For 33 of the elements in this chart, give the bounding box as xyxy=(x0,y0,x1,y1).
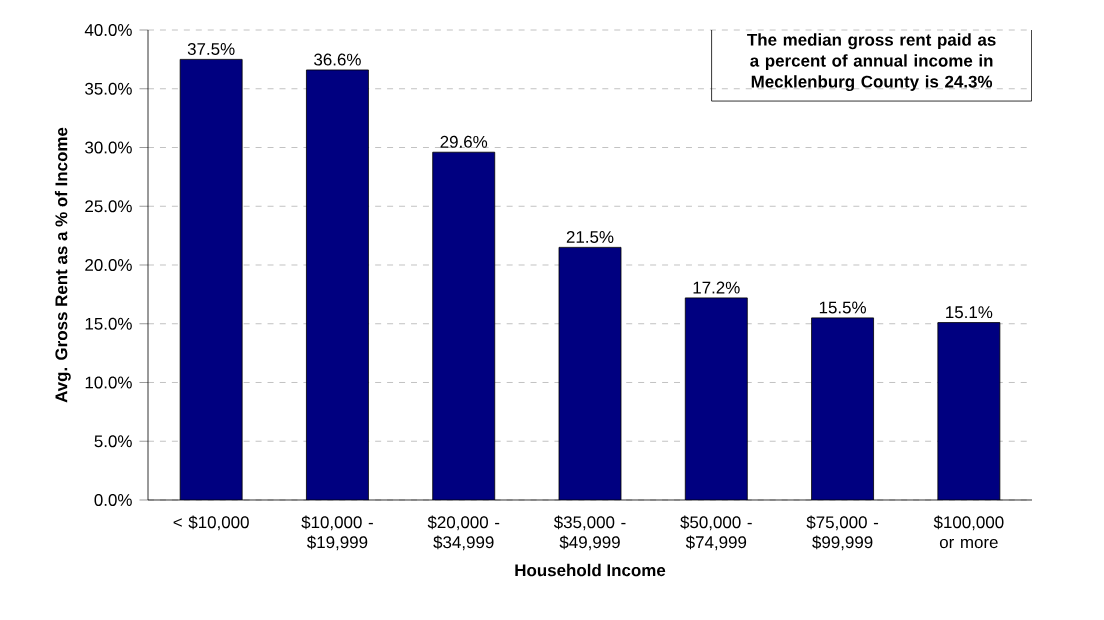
bar xyxy=(685,297,748,500)
x-tick-label: $75,000 - $99,999 xyxy=(806,515,879,551)
data-label: 36.6% xyxy=(314,53,361,66)
bar xyxy=(180,59,243,500)
y-tick-label: 30.0% xyxy=(85,141,132,154)
data-label: 15.5% xyxy=(819,301,866,314)
x-tick-label: < $10,000 xyxy=(173,515,249,531)
y-tick-label: 0.0% xyxy=(94,494,132,506)
data-label: 15.1% xyxy=(946,306,993,319)
annotation: The median gross rent paid as a percent of annual income in Mecklenburg County is 24.3% xyxy=(747,33,996,92)
y-tick-label: 5.0% xyxy=(94,435,132,448)
x-axis-title: Household Income xyxy=(515,563,666,577)
y-tick-label: 25.0% xyxy=(85,200,132,213)
x-tick-label: $35,000 - $49,999 xyxy=(553,515,626,551)
data-label: 17.2% xyxy=(693,281,740,294)
x-tick-label: $100,000 or more xyxy=(933,515,1004,549)
bar xyxy=(559,247,621,500)
bar xyxy=(937,322,1001,500)
bar xyxy=(432,152,495,500)
x-tick-label: $10,000 - $19,999 xyxy=(301,515,373,551)
data-label: 29.6% xyxy=(440,135,488,148)
y-tick-label: 40.0% xyxy=(84,24,132,36)
data-label: 37.5% xyxy=(187,43,235,55)
y-tick-label: 10.0% xyxy=(85,376,132,389)
y-axis-title: Avg. Gross Rent as a % of Income xyxy=(54,127,71,403)
x-tick-label: $20,000 - $34,999 xyxy=(427,515,500,551)
y-tick-label: 15.0% xyxy=(85,317,132,330)
y-tick-label: 20.0% xyxy=(85,259,132,271)
x-tick-label: $50,000 - $74,999 xyxy=(680,515,752,551)
y-tick-label: 35.0% xyxy=(85,82,132,95)
bar xyxy=(811,317,874,500)
bar xyxy=(306,69,369,500)
data-label: 21.5% xyxy=(566,231,614,243)
